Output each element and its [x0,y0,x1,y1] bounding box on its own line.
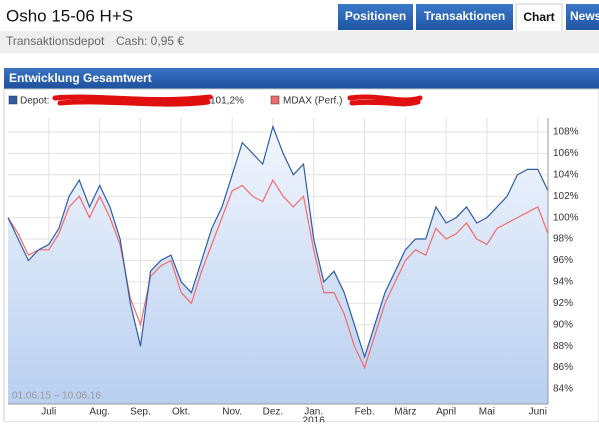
y-tick-label: 104% [553,169,579,180]
legend-swatch [8,95,18,105]
redaction [347,94,423,107]
legend-label: Depot: [20,96,49,107]
tab-label[interactable]: Chart [523,10,554,24]
y-tick-label: 92% [553,298,573,309]
chart: Juli Aug. Sep. Okt. Nov. Dez. Jan. Feb. März Apri… [7,94,579,427]
cash: Cash: 0,95 € [116,34,184,48]
y-tick-label: 108% [553,127,579,138]
x-tick-label: Juli [41,407,56,418]
panel-title: Entwicklung Gesamtwert [9,71,152,85]
y-tick-label: 96% [553,255,573,266]
x-tick-label: Feb. [355,407,375,418]
panel-header [4,68,599,89]
area [8,126,548,404]
tab-label[interactable]: Transaktionen [424,9,505,23]
x-tick-label: April [436,407,456,418]
y-tick-label: 102% [553,191,579,202]
y-tick-label: 100% [553,212,579,223]
x-tick-label: Okt. [172,407,190,418]
page-title: Osho 15-06 H+S [6,6,133,25]
legend-swatch [270,95,280,105]
x-tick-label: März [394,407,416,418]
date-range: 01.06.15 – 10.06.16 [12,391,101,402]
x-tick-label: Jan. [304,407,323,418]
tab[interactable] [566,4,599,30]
tab-label[interactable]: News [570,9,599,23]
redaction [52,94,213,107]
tab[interactable] [416,4,513,30]
x-tick-label: Mai [479,407,495,418]
x-tick-label: Nov. [222,407,242,418]
y-tick-label: 88% [553,341,573,352]
line [7,124,549,359]
y-tick-label: 98% [553,234,573,245]
y-tick-label: 86% [553,362,573,373]
line [7,178,549,370]
depot-name: Transaktionsdepot [6,34,105,48]
x-tick-label: Sep. [130,407,151,418]
x-tick-label: Juni [529,407,547,418]
subheader [0,31,599,53]
legend-label: MDAX (Perf.) [283,96,342,107]
tab-label[interactable]: Positionen [345,9,406,23]
y-tick-label: 90% [553,319,573,330]
y-tick-label: 106% [553,148,579,159]
x-tick-label: Dez. [263,407,284,418]
tab[interactable] [338,4,413,30]
legend-value: 101,2% [210,96,244,107]
x-tick-label: Aug. [89,407,110,418]
y-tick-label: 94% [553,277,573,288]
y-tick-label: 84% [553,384,573,395]
year-label: 2016 [303,416,326,422]
